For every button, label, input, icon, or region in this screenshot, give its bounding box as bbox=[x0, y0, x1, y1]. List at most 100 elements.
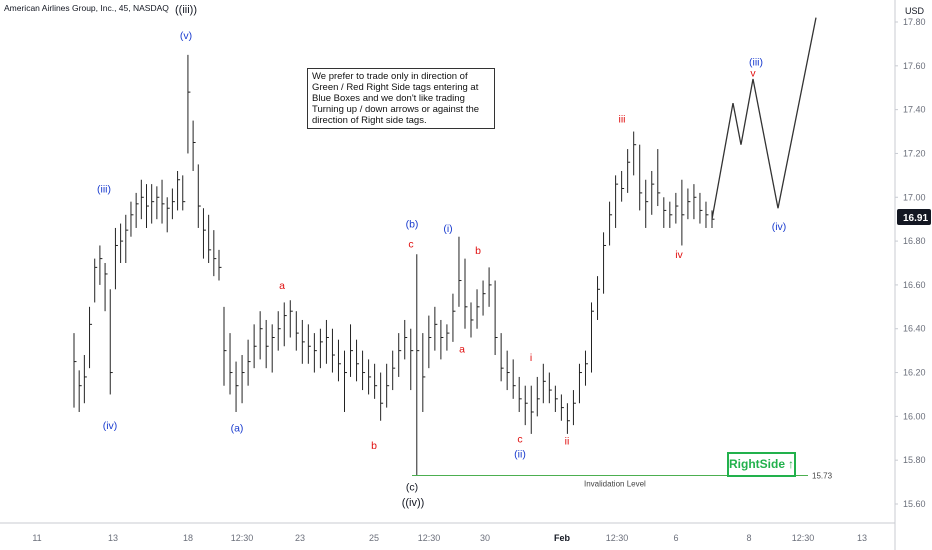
ohlc-bar bbox=[295, 311, 299, 351]
ohlc-bar bbox=[446, 324, 450, 351]
time-tick-label: 11 bbox=[32, 533, 41, 543]
strategy-note: We prefer to trade only in direction of … bbox=[307, 68, 495, 129]
wave-label: i bbox=[530, 352, 532, 364]
time-tick-label: 13 bbox=[857, 533, 867, 543]
ohlc-bar bbox=[156, 186, 160, 220]
ohlc-bar bbox=[500, 333, 504, 382]
ohlc-bar bbox=[476, 289, 480, 329]
wave-label: (iii) bbox=[97, 184, 111, 196]
ohlc-bar bbox=[530, 385, 534, 434]
price-tick-label: 16.60 bbox=[903, 280, 926, 290]
ohlc-bar bbox=[94, 258, 98, 303]
price-tick-label: 16.40 bbox=[903, 324, 926, 334]
ohlc-bar bbox=[584, 350, 588, 386]
wave-label: (c) bbox=[406, 481, 418, 493]
price-tick-label: 17.60 bbox=[903, 61, 926, 71]
ohlc-bar bbox=[621, 170, 625, 202]
ohlc-bar bbox=[693, 184, 697, 220]
ohlc-bar bbox=[488, 267, 492, 307]
price-axis[interactable]: USD 15.60 15.80 16.00 16.20 16.40 16.60 16.80 17… bbox=[894, 0, 931, 550]
wave-label: b bbox=[475, 245, 481, 257]
ohlc-bar bbox=[89, 306, 93, 369]
ohlc-bar bbox=[482, 280, 486, 316]
ohlc-bar bbox=[177, 170, 181, 211]
ohlc-bar bbox=[494, 280, 498, 356]
ohlc-bar bbox=[386, 363, 390, 408]
ohlc-bar bbox=[410, 328, 414, 391]
price-tick-label: 17.00 bbox=[903, 192, 926, 202]
wave-label: iii bbox=[619, 113, 626, 125]
wave-label: c bbox=[408, 238, 413, 250]
time-axis[interactable]: 11 13 18 12:30 23 25 12:30 30 Feb 12:30 6 8 12:30 13 bbox=[0, 522, 895, 543]
ohlc-bar bbox=[428, 315, 432, 369]
ohlc-bar bbox=[591, 302, 595, 373]
ohlc-bar bbox=[307, 324, 311, 364]
ohlc-bar bbox=[681, 179, 685, 246]
projection-path bbox=[711, 17, 817, 220]
ohlc-bar bbox=[380, 372, 384, 421]
ohlc-bar bbox=[699, 192, 703, 224]
ohlc-bar bbox=[241, 355, 245, 404]
ohlc-bar bbox=[434, 306, 438, 351]
ohlc-bar bbox=[343, 350, 347, 412]
wave-label: (a) bbox=[231, 422, 244, 434]
ohlc-bar bbox=[213, 230, 217, 277]
ohlc-bar bbox=[135, 192, 139, 228]
price-tick-label: 16.00 bbox=[903, 411, 926, 421]
ohlc-bar bbox=[265, 319, 269, 369]
ohlc-bar bbox=[140, 179, 144, 220]
time-tick-label: 12:30 bbox=[606, 533, 629, 543]
wave-label: (iv) bbox=[772, 221, 787, 233]
wave-label: (iv) bbox=[103, 420, 118, 432]
ohlc-bar bbox=[404, 319, 408, 360]
time-tick-label: 13 bbox=[108, 533, 118, 543]
price-tick-label: 17.40 bbox=[903, 105, 926, 115]
ohlc-bar bbox=[542, 363, 546, 404]
rightside-label: RightSide bbox=[729, 457, 785, 471]
time-tick-label: 12:30 bbox=[792, 533, 815, 543]
ohlc-bar bbox=[633, 131, 637, 176]
time-tick-label: 25 bbox=[369, 533, 379, 543]
price-tick-label: 17.20 bbox=[903, 148, 926, 158]
ohlc-bar bbox=[151, 184, 155, 224]
ohlc-bar bbox=[398, 333, 402, 377]
ohlc-bar bbox=[331, 328, 335, 373]
wave-label: a bbox=[459, 343, 465, 355]
ohlc-bar bbox=[218, 249, 222, 281]
last-price-label: 16.91 bbox=[903, 213, 928, 224]
ohlc-bar bbox=[161, 179, 165, 224]
time-tick-label: 6 bbox=[673, 533, 678, 543]
ohlc-bar bbox=[277, 311, 281, 351]
ohlc-bar bbox=[440, 319, 444, 360]
ohlc-bar bbox=[705, 201, 709, 228]
up-arrow-icon: ↑ bbox=[788, 457, 794, 471]
wave-label: c bbox=[517, 433, 522, 445]
wave-label: (b) bbox=[406, 219, 419, 231]
ohlc-bar bbox=[362, 350, 366, 391]
ohlc-bar bbox=[657, 149, 661, 207]
ohlc-bar bbox=[518, 376, 522, 412]
wave-label: ((iv)) bbox=[402, 497, 425, 509]
ohlc-bar bbox=[603, 232, 607, 294]
symbol-header: American Airlines Group, Inc., 45, NASDA… bbox=[4, 3, 169, 13]
rightside-tag: RightSide ↑ bbox=[727, 452, 796, 477]
wave-labels: ((iii)) (v) (iii) (iv) (a) a b (b) c (c) ((iv)) (i)… bbox=[97, 4, 786, 509]
time-tick-label: 12:30 bbox=[418, 533, 441, 543]
ohlc-bar bbox=[223, 306, 227, 386]
ohlc-bar bbox=[615, 175, 619, 228]
ohlc-bar bbox=[356, 339, 360, 382]
ohlc-bar bbox=[99, 245, 103, 285]
price-tick-label: 15.80 bbox=[903, 455, 926, 465]
ohlc-bar bbox=[171, 188, 175, 220]
ohlc-bar bbox=[512, 359, 516, 399]
wave-label: b bbox=[371, 440, 377, 452]
ohlc-bar bbox=[687, 188, 691, 220]
ohlc-bar bbox=[146, 184, 149, 228]
ohlc-bar bbox=[271, 324, 275, 373]
invalidation-label: Invalidation Level bbox=[584, 480, 646, 489]
ohlc-bar bbox=[114, 227, 118, 290]
ohlc-bar bbox=[229, 333, 233, 395]
price-tick-label: 17.80 bbox=[903, 17, 926, 27]
wave-label: (v) bbox=[180, 30, 192, 42]
ohlc-bar bbox=[663, 197, 667, 228]
